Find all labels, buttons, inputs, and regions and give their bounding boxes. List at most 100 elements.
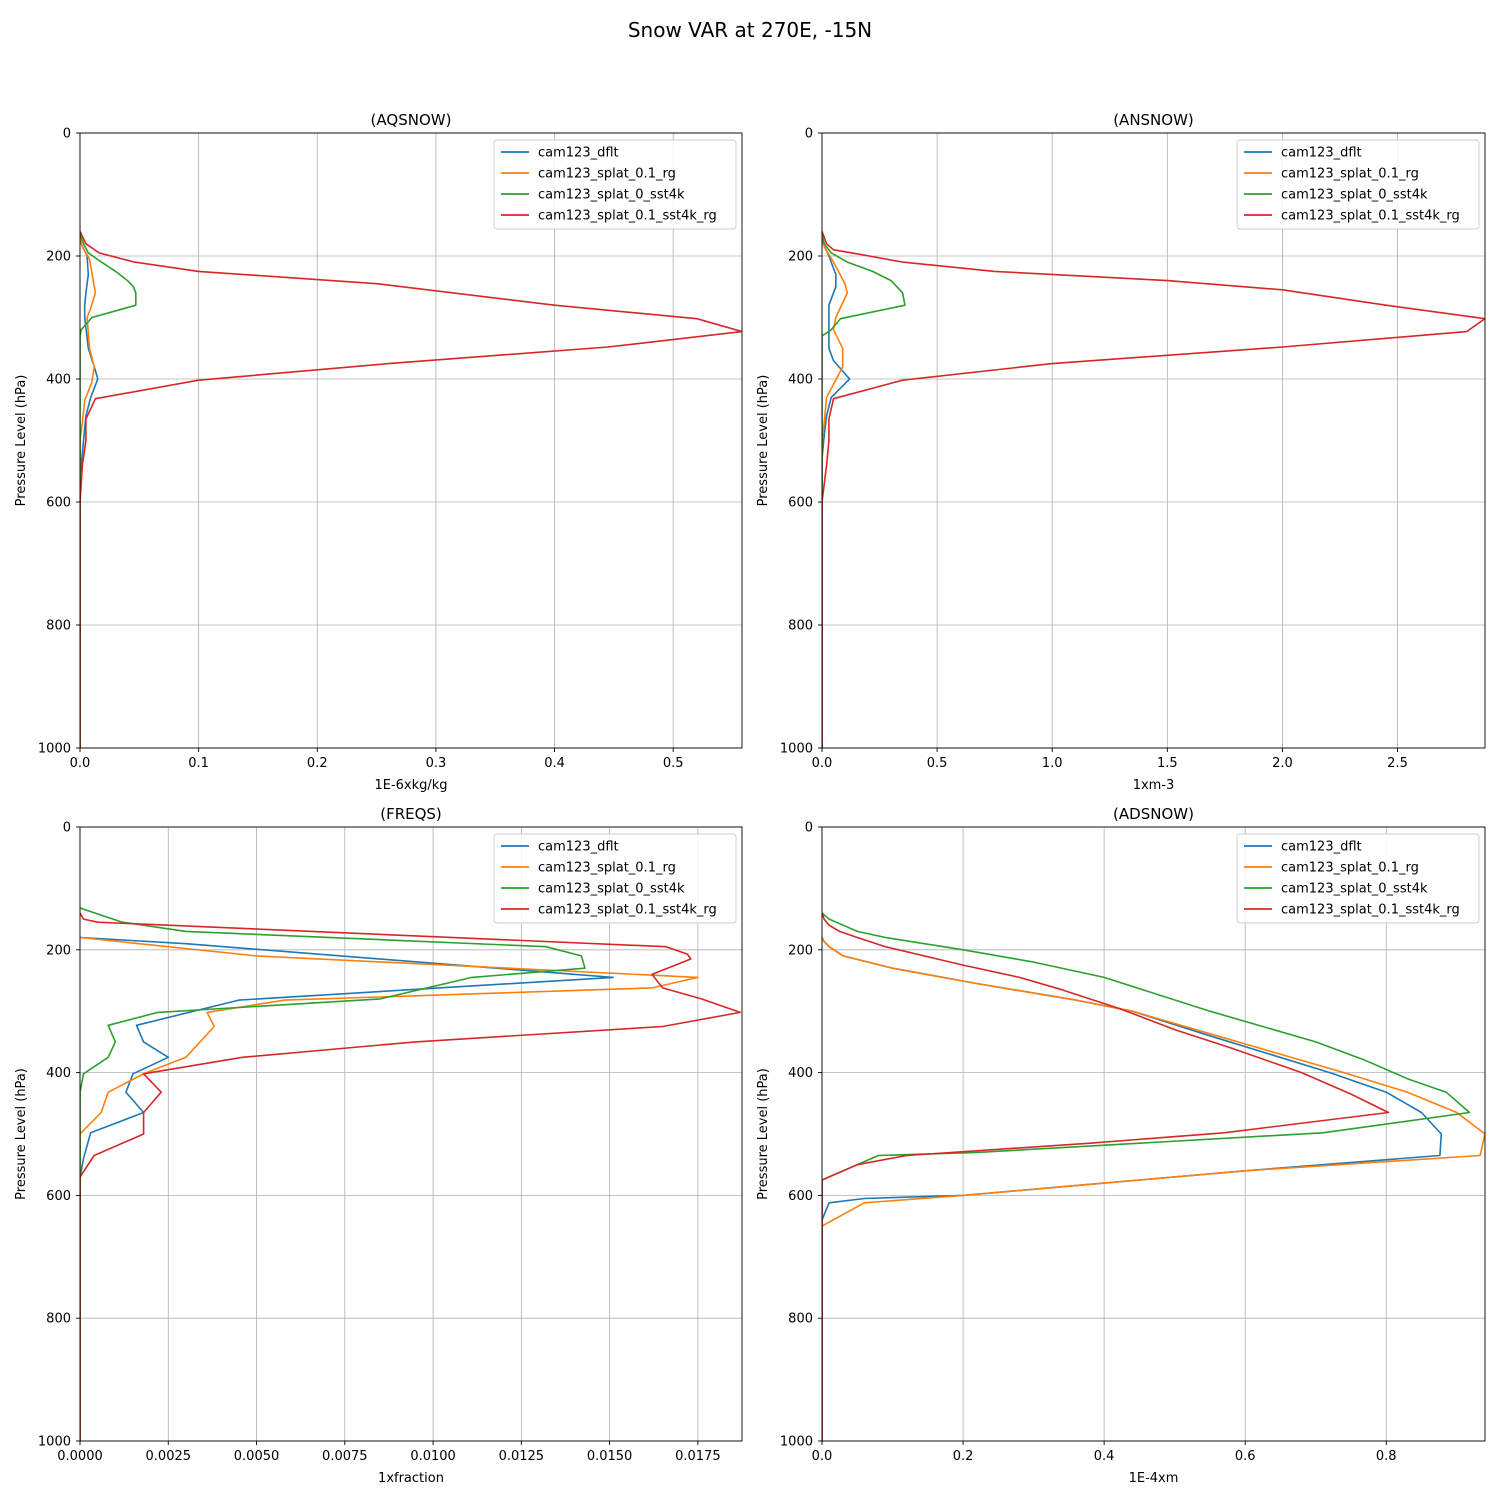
series-line-3 — [822, 231, 1485, 748]
axes-frame — [821, 132, 1486, 749]
panel-2: 0.0000 0.0025 0.0050 0.0075 0.0100 0.0125 0.01… — [14, 805, 743, 1486]
x-tick-label: 0.0 — [812, 756, 833, 771]
x-tick-label: 0.0025 — [146, 1449, 192, 1464]
y-tick-label: 1000 — [38, 742, 71, 757]
x-tick-label: 1.0 — [1042, 756, 1063, 771]
y-tick-label: 1000 — [38, 1435, 71, 1450]
y-tick-label: 200 — [46, 943, 71, 958]
y-tick-label: 800 — [46, 619, 71, 634]
legend-label-3: cam123_splat_0.1_sst4k_rg — [1281, 903, 1460, 918]
y-tick-label: 400 — [788, 1066, 813, 1081]
x-tick-label: 0.5 — [927, 756, 948, 771]
x-axis-label: 1xm-3 — [1133, 778, 1175, 793]
x-tick-label: 2.5 — [1387, 756, 1408, 771]
y-tick-label: 600 — [788, 1189, 813, 1204]
y-tick-label: 400 — [46, 373, 71, 388]
legend-label-3: cam123_splat_0.1_sst4k_rg — [1281, 209, 1460, 224]
x-tick-label: 0.0000 — [57, 1449, 103, 1464]
x-tick-label: 0.5 — [663, 756, 684, 771]
x-tick-label: 0.2 — [953, 1449, 974, 1464]
series-line-1 — [822, 234, 849, 748]
legend: cam123_dflt cam123_splat_0.1_rg cam123_spl… — [1236, 139, 1480, 230]
x-tick-label: 0.2 — [307, 756, 328, 771]
series-line-2 — [80, 907, 586, 1441]
series-line-0 — [80, 237, 99, 748]
legend-box — [1236, 139, 1480, 230]
panel-title: (AQSNOW) — [371, 111, 452, 129]
legend-label-1: cam123_splat_0.1_rg — [538, 861, 676, 876]
x-tick-label: 0.0050 — [234, 1449, 280, 1464]
series-line-3 — [80, 231, 742, 748]
x-tick-label: 0.0075 — [322, 1449, 368, 1464]
legend-label-0: cam123_dflt — [1281, 146, 1362, 161]
series-line-1 — [822, 937, 1485, 1441]
x-tick-label: 0.6 — [1235, 1449, 1256, 1464]
y-tick-label: 800 — [788, 1312, 813, 1327]
y-tick-label: 0 — [63, 821, 71, 836]
y-tick-label: 800 — [788, 619, 813, 634]
legend-label-1: cam123_splat_0.1_rg — [1281, 167, 1419, 182]
legend-box — [1236, 833, 1480, 924]
legend-label-0: cam123_dflt — [538, 840, 619, 855]
legend-label-0: cam123_dflt — [1281, 840, 1362, 855]
series-line-1 — [80, 237, 97, 748]
y-tick-label: 0 — [63, 127, 71, 142]
axes-frame — [79, 132, 743, 749]
y-axis-label: Pressure Level (hPa) — [756, 375, 771, 507]
panel-title: (ADSNOW) — [1113, 805, 1194, 823]
legend-label-1: cam123_splat_0.1_rg — [538, 167, 676, 182]
axes-frame — [79, 826, 743, 1442]
legend-label-1: cam123_splat_0.1_rg — [1281, 861, 1419, 876]
legend-label-2: cam123_splat_0_sst4k — [1281, 882, 1428, 897]
x-tick-label: 0.0150 — [587, 1449, 633, 1464]
y-tick-label: 200 — [788, 250, 813, 265]
x-tick-label: 0.0 — [812, 1449, 833, 1464]
y-axis-label: Pressure Level (hPa) — [14, 1068, 29, 1200]
legend-label-2: cam123_splat_0_sst4k — [538, 188, 685, 203]
y-tick-label: 600 — [46, 1189, 71, 1204]
series-line-0 — [80, 936, 614, 1441]
axes-frame — [821, 826, 1486, 1442]
y-tick-label: 600 — [46, 496, 71, 511]
x-axis-label: 1E-4xm — [1129, 1471, 1179, 1486]
legend: cam123_dflt cam123_splat_0.1_rg cam123_spl… — [493, 139, 737, 230]
x-tick-label: 0.0 — [70, 756, 91, 771]
legend-label-3: cam123_splat_0.1_sst4k_rg — [538, 209, 717, 224]
legend: cam123_dflt cam123_splat_0.1_rg cam123_spl… — [493, 833, 737, 924]
x-tick-label: 0.4 — [1094, 1449, 1115, 1464]
y-tick-label: 1000 — [780, 1435, 813, 1450]
legend-box — [493, 833, 737, 924]
y-axis-label: Pressure Level (hPa) — [756, 1068, 771, 1200]
panel-0: 0.0 0.1 0.2 0.3 0.4 0.5 0 200 400 600 800 1000 (AQSN… — [14, 111, 743, 793]
series-line-2 — [822, 234, 906, 748]
x-tick-label: 0.0125 — [499, 1449, 545, 1464]
y-tick-label: 600 — [788, 496, 813, 511]
series-line-3 — [80, 912, 742, 1441]
series-line-0 — [822, 234, 851, 748]
x-tick-label: 0.8 — [1376, 1449, 1397, 1464]
x-tick-label: 0.4 — [544, 756, 565, 771]
x-axis-label: 1E-6xkg/kg — [374, 778, 447, 793]
y-tick-label: 200 — [46, 250, 71, 265]
y-tick-label: 400 — [788, 373, 813, 388]
series-line-1 — [80, 936, 699, 1441]
y-axis-label: Pressure Level (hPa) — [14, 375, 29, 507]
x-tick-label: 0.3 — [426, 756, 447, 771]
series-line-3 — [822, 912, 1390, 1441]
x-tick-label: 0.1 — [188, 756, 209, 771]
series-line-2 — [822, 912, 1471, 1441]
panel-1: 0.0 0.5 1.0 1.5 2.0 2.5 0 200 400 600 800 1000 (ANSN… — [756, 111, 1486, 793]
legend-label-2: cam123_splat_0_sst4k — [538, 882, 685, 897]
y-tick-label: 400 — [46, 1066, 71, 1081]
panel-title: (FREQS) — [380, 805, 442, 823]
legend: cam123_dflt cam123_splat_0.1_rg cam123_spl… — [1236, 833, 1480, 924]
panel-3: 0.0 0.2 0.4 0.6 0.8 0 200 400 600 800 1000 (ADSNOW)… — [756, 805, 1486, 1486]
y-tick-label: 0 — [805, 821, 813, 836]
x-tick-label: 1.5 — [1157, 756, 1178, 771]
legend-label-3: cam123_splat_0.1_sst4k_rg — [538, 903, 717, 918]
x-tick-label: 0.0175 — [675, 1449, 721, 1464]
legend-label-0: cam123_dflt — [538, 146, 619, 161]
